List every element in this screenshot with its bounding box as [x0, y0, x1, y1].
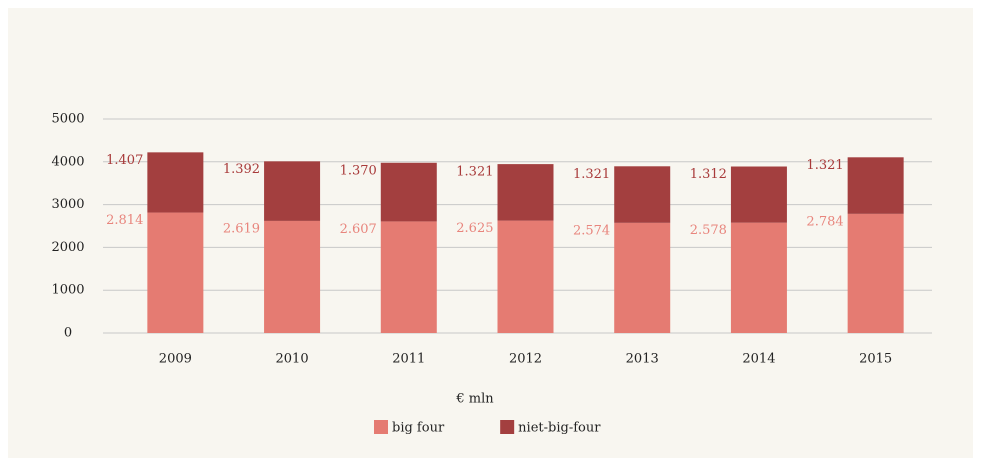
y-tick-label: 0 [64, 326, 72, 341]
x-tick-label: 2010 [276, 352, 309, 367]
y-tick-label: 1000 [51, 283, 84, 298]
bar-segment [730, 166, 787, 223]
bar-segment [497, 164, 554, 221]
value-label: 2.574 [573, 223, 610, 238]
bar-segment [380, 221, 437, 333]
y-tick-label: 5000 [51, 112, 84, 127]
bar-segment [147, 212, 204, 333]
bar-segment [147, 152, 204, 213]
legend-label: big four [392, 421, 445, 436]
bar-segment [264, 161, 321, 221]
value-label: 2.619 [223, 221, 260, 236]
value-label: 2.578 [690, 223, 727, 238]
x-tick-label: 2013 [626, 352, 659, 367]
value-label: 1.312 [690, 167, 727, 182]
bar-segment [264, 220, 321, 333]
legend-swatch [374, 420, 388, 434]
value-label: 2.814 [106, 213, 143, 228]
value-label: 1.370 [340, 163, 377, 178]
y-tick-label: 2000 [51, 240, 84, 255]
value-label: 1.321 [573, 167, 610, 182]
value-label: 1.392 [223, 162, 260, 177]
x-tick-label: 2014 [742, 352, 775, 367]
legend-swatch [500, 420, 515, 434]
legend-label: niet-big-four [518, 421, 601, 436]
x-tick-label: 2011 [392, 352, 425, 367]
value-label: 2.784 [806, 214, 843, 229]
x-axis-label: € mln [455, 392, 494, 407]
value-label: 2.607 [340, 222, 377, 237]
y-tick-label: 4000 [51, 154, 84, 169]
bar-segment [614, 222, 671, 333]
bar-segment [847, 213, 904, 333]
value-label: 2.625 [456, 221, 493, 236]
value-label: 1.407 [106, 153, 143, 168]
x-tick-label: 2012 [509, 352, 542, 367]
value-label: 1.321 [806, 158, 843, 173]
y-tick-label: 3000 [51, 197, 84, 212]
bar-segment [380, 162, 437, 222]
value-label: 1.321 [456, 165, 493, 180]
x-tick-label: 2009 [159, 352, 192, 367]
bar-segment [847, 157, 904, 214]
bar-segment [730, 222, 787, 333]
bar-segment [497, 220, 554, 333]
x-tick-label: 2015 [859, 352, 892, 367]
bar-segment [614, 166, 671, 223]
